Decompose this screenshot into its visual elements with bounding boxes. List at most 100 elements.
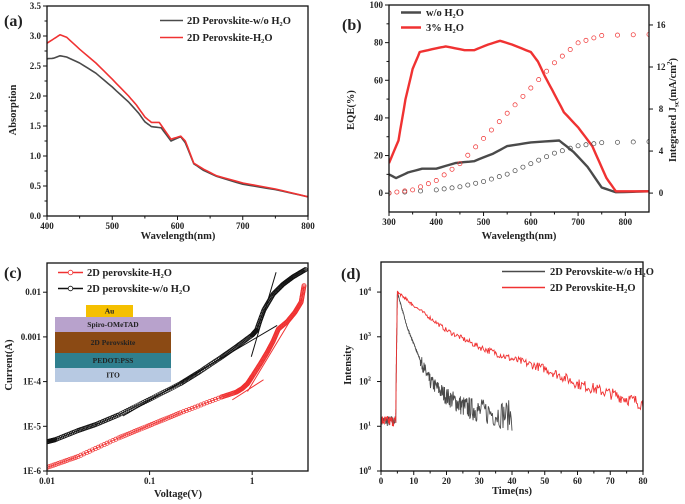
data-point — [496, 174, 502, 180]
y-tick-label: 3.5 — [30, 1, 42, 11]
data-point — [107, 439, 113, 445]
data-point — [599, 140, 605, 146]
data-point — [144, 423, 150, 429]
y-tick-label: 100 — [359, 466, 371, 476]
data-point — [449, 185, 455, 191]
data-point — [465, 152, 471, 158]
data-point — [207, 399, 213, 405]
panel-b: 300 400 500 600 700 800 0 20 40 60 80 100 0 4 8 12 16 Int… — [342, 0, 681, 242]
tick-base: 10 — [359, 466, 369, 476]
y-tick-label: 101 — [359, 421, 371, 431]
data-point — [559, 53, 565, 59]
data-point — [110, 438, 116, 444]
tick-base: 10 — [359, 287, 369, 297]
y-tick-label: 0 — [379, 188, 384, 198]
panel-label: (c) — [4, 265, 22, 282]
data-point — [95, 444, 101, 450]
y-tick-label: 1E-4 — [23, 377, 42, 387]
fit-line — [232, 379, 264, 401]
data-point — [457, 161, 463, 167]
data-point — [520, 164, 526, 170]
data-point — [64, 458, 70, 463]
data-point — [195, 403, 201, 409]
data-point — [201, 401, 207, 407]
y-tick-label: 40 — [374, 113, 384, 123]
layer-ito — [55, 368, 171, 382]
data-point — [87, 448, 92, 454]
data-point — [78, 452, 84, 458]
y2-tick-label: 8 — [659, 104, 664, 114]
data-point — [302, 267, 307, 273]
y-tick-label: 0.5 — [30, 181, 42, 191]
y-tick-label: 103 — [359, 332, 371, 342]
x-tick-label: 30 — [475, 476, 485, 486]
data-point — [189, 374, 195, 379]
data-point — [528, 85, 534, 91]
x-tick-label: 800 — [619, 217, 633, 227]
data-point — [630, 32, 636, 38]
data-point — [473, 180, 479, 186]
data-point — [552, 60, 557, 66]
data-point — [171, 413, 177, 418]
x-tick-label: 400 — [40, 221, 54, 231]
data-point — [559, 148, 565, 154]
data-point — [504, 110, 510, 116]
data-point — [55, 461, 61, 467]
data-point — [441, 172, 447, 178]
y-tick-label: 80 — [374, 38, 384, 48]
data-point — [175, 411, 181, 417]
series-line — [389, 139, 649, 194]
y-tick-label: 1E-5 — [23, 421, 42, 431]
tick-exponent: 3 — [368, 332, 371, 338]
x-tick-label: 700 — [236, 221, 250, 231]
data-point — [410, 187, 416, 193]
data-point — [583, 37, 589, 43]
data-point — [646, 139, 649, 145]
x-axis-label: Time(ns) — [492, 486, 533, 497]
legend-label: w/o H₂O — [426, 8, 464, 19]
y-tick-label: 100 — [370, 0, 384, 10]
axes-frame — [388, 4, 650, 213]
panel-label: (d) — [341, 266, 361, 283]
data-point — [62, 458, 68, 464]
legend-label: 2D perovskite-w/o H₂O — [87, 284, 190, 295]
data-point — [155, 419, 161, 425]
x-tick-label: 20 — [442, 476, 452, 486]
data-point — [158, 418, 164, 424]
data-point — [125, 431, 130, 437]
data-point — [178, 410, 183, 416]
x-tick-label: 700 — [571, 217, 585, 227]
data-point — [138, 426, 144, 432]
data-point — [153, 420, 159, 426]
legend: 2D Perovskite-w/o H₂O 2D Perovskite-H₂O — [502, 267, 654, 294]
data-point — [204, 400, 210, 406]
layer-au — [86, 305, 133, 317]
y-tick-label: 102 — [359, 377, 371, 387]
data-point — [51, 462, 57, 468]
data-point — [147, 422, 153, 428]
data-point — [113, 436, 119, 442]
tick-exponent: 1 — [368, 421, 371, 427]
data-point — [183, 408, 189, 414]
data-point — [120, 433, 126, 439]
data-point — [104, 440, 110, 446]
data-point — [57, 460, 63, 466]
y2-label-sub: sc — [673, 101, 681, 107]
legend: 2D Perovskite-w/o H₂O 2D Perovskite-H₂O — [160, 16, 291, 44]
x-tick-label: 0 — [379, 476, 384, 486]
legend-marker — [67, 269, 74, 276]
data-point — [599, 33, 605, 38]
layer-label: Spiro-OMeTAD — [87, 320, 139, 329]
layer-label: PEDOT:PSS — [93, 356, 134, 365]
data-point — [389, 190, 392, 196]
y-axis-label: Intensity — [343, 344, 354, 384]
data-point — [488, 176, 494, 182]
panel-a: 400 500 600 700 800 0.0 0.5 1.0 1.5 2.0 2.5 3.0 3.5 W… — [4, 1, 315, 242]
data-point — [520, 93, 526, 99]
x-tick-label: 10 — [409, 476, 419, 486]
data-point — [59, 459, 65, 465]
data-point — [81, 451, 87, 457]
data-point — [402, 188, 408, 194]
data-point — [394, 189, 400, 195]
x-tick-label: 80 — [639, 476, 649, 486]
